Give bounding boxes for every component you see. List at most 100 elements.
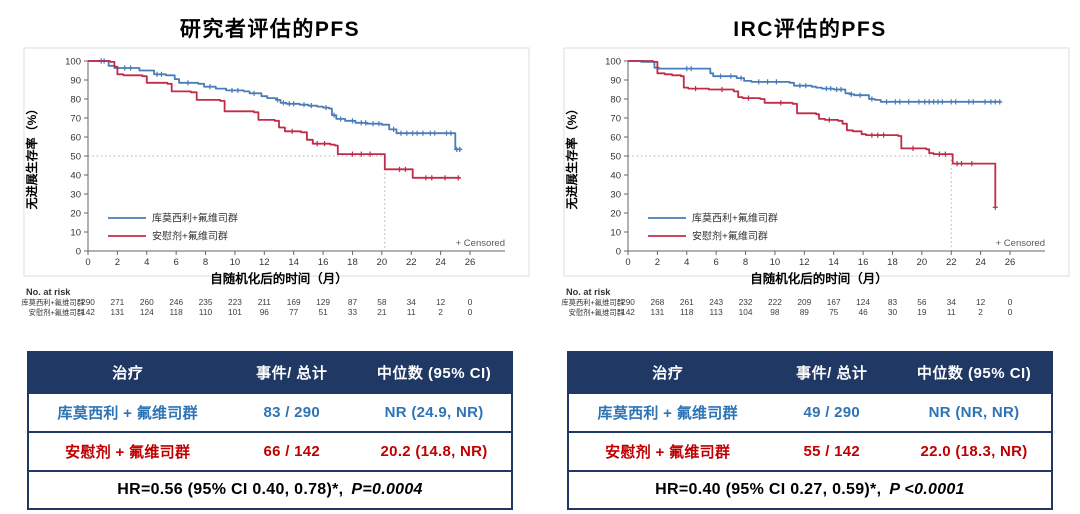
hazard-ratio-cell: HR=0.40 (95% CI 0.27, 0.59)*, P <0.0001: [568, 470, 1052, 509]
svg-text:10: 10: [230, 257, 241, 268]
svg-text:0: 0: [1008, 307, 1013, 317]
svg-text:40: 40: [610, 170, 621, 181]
svg-text:2: 2: [115, 257, 120, 268]
svg-text:34: 34: [407, 297, 417, 307]
svg-text:30: 30: [70, 189, 81, 200]
svg-text:18: 18: [347, 257, 358, 268]
svg-text:60: 60: [610, 132, 621, 143]
svg-text:2: 2: [655, 257, 660, 268]
svg-text:70: 70: [610, 113, 621, 124]
hr-text: HR=0.40 (95% CI 0.27, 0.59)*,: [655, 481, 882, 498]
p-value-text: P <0.0001: [889, 481, 965, 498]
header-median-ci: 中位数 (95% CI): [897, 352, 1052, 393]
treatment-name: 安慰剂 + 氟维司群: [28, 431, 227, 471]
svg-text:11: 11: [407, 307, 416, 317]
svg-text:10: 10: [610, 227, 621, 238]
svg-text:70: 70: [70, 113, 81, 124]
svg-text:+ Censored: + Censored: [456, 238, 505, 249]
svg-text:无进展生存率（%）: 无进展生存率（%）: [24, 103, 39, 211]
table-header-row: 治疗 事件/ 总计 中位数 (95% CI): [28, 352, 512, 393]
svg-text:4: 4: [144, 257, 149, 268]
svg-text:11: 11: [947, 307, 956, 317]
svg-text:自随机化后的时间（月）: 自随机化后的时间（月）: [210, 271, 348, 286]
svg-text:75: 75: [829, 307, 839, 317]
svg-text:290: 290: [81, 297, 95, 307]
svg-text:12: 12: [976, 297, 986, 307]
events-total-value: 66 / 142: [226, 431, 358, 471]
svg-text:+ Censored: + Censored: [996, 238, 1045, 249]
svg-text:0: 0: [85, 257, 90, 268]
svg-text:113: 113: [710, 307, 724, 317]
svg-text:100: 100: [605, 56, 621, 67]
svg-text:8: 8: [743, 257, 748, 268]
svg-text:243: 243: [709, 297, 723, 307]
svg-text:271: 271: [110, 297, 124, 307]
header-treatment: 治疗: [28, 352, 227, 393]
svg-text:22: 22: [406, 257, 417, 268]
svg-text:26: 26: [1005, 257, 1016, 268]
stats-table-investigator: 治疗 事件/ 总计 中位数 (95% CI) 库莫西利 + 氟维司群 83 / …: [27, 351, 513, 510]
svg-text:129: 129: [316, 297, 330, 307]
median-ci-value: NR (NR, NR): [897, 392, 1052, 432]
svg-text:30: 30: [888, 307, 898, 317]
svg-text:库莫西利+氟维司群: 库莫西利+氟维司群: [21, 298, 84, 307]
svg-text:20: 20: [917, 257, 928, 268]
stats-table-irc: 治疗 事件/ 总计 中位数 (95% CI) 库莫西利 + 氟维司群 49 / …: [567, 351, 1053, 510]
svg-text:No. at risk: No. at risk: [26, 287, 71, 297]
svg-text:232: 232: [739, 297, 753, 307]
svg-text:83: 83: [888, 297, 898, 307]
svg-text:142: 142: [621, 307, 635, 317]
table-row-placebo-arm: 安慰剂 + 氟维司群 66 / 142 20.2 (14.8, NR): [28, 431, 512, 471]
svg-text:安慰剂+氟维司群: 安慰剂+氟维司群: [692, 230, 768, 243]
svg-text:6: 6: [174, 257, 179, 268]
median-ci-value: 22.0 (18.3, NR): [897, 431, 1052, 471]
svg-text:No. at risk: No. at risk: [566, 287, 611, 297]
svg-text:14: 14: [828, 257, 839, 268]
hazard-ratio-row: HR=0.40 (95% CI 0.27, 0.59)*, P <0.0001: [568, 470, 1052, 509]
svg-text:10: 10: [770, 257, 781, 268]
svg-text:0: 0: [616, 246, 621, 257]
table-row-experimental-arm: 库莫西利 + 氟维司群 49 / 290 NR (NR, NR): [568, 392, 1052, 432]
svg-text:89: 89: [800, 307, 810, 317]
svg-text:124: 124: [140, 307, 154, 317]
svg-text:77: 77: [289, 307, 299, 317]
svg-text:无进展生存率（%）: 无进展生存率（%）: [564, 103, 579, 211]
svg-text:18: 18: [887, 257, 898, 268]
svg-text:10: 10: [70, 227, 81, 238]
events-total-value: 55 / 142: [766, 431, 898, 471]
svg-text:安慰剂+氟维司群: 安慰剂+氟维司群: [29, 308, 85, 317]
svg-text:20: 20: [610, 208, 621, 219]
svg-text:21: 21: [377, 307, 387, 317]
svg-text:235: 235: [199, 297, 213, 307]
svg-text:223: 223: [228, 297, 242, 307]
svg-text:60: 60: [70, 132, 81, 143]
svg-text:50: 50: [70, 151, 81, 162]
panel-investigator-pfs: 研究者评估的PFS 0 10 20 30 40 50 60 70 80 90 100 0 2 4 6 8 10 1…: [0, 0, 540, 510]
svg-text:16: 16: [318, 257, 329, 268]
svg-text:24: 24: [435, 257, 446, 268]
svg-text:50: 50: [610, 151, 621, 162]
treatment-name: 安慰剂 + 氟维司群: [568, 431, 767, 471]
svg-text:2: 2: [438, 307, 443, 317]
svg-text:20: 20: [377, 257, 388, 268]
svg-text:211: 211: [258, 297, 272, 307]
svg-text:0: 0: [76, 246, 81, 257]
svg-text:12: 12: [436, 297, 446, 307]
svg-text:246: 246: [169, 297, 183, 307]
svg-text:0: 0: [1008, 297, 1013, 307]
svg-text:6: 6: [714, 257, 719, 268]
hr-text: HR=0.56 (95% CI 0.40, 0.78)*,: [117, 481, 344, 498]
svg-text:14: 14: [288, 257, 299, 268]
svg-text:40: 40: [70, 170, 81, 181]
svg-text:安慰剂+氟维司群: 安慰剂+氟维司群: [152, 230, 228, 243]
svg-text:19: 19: [917, 307, 927, 317]
svg-text:260: 260: [140, 297, 154, 307]
svg-text:90: 90: [610, 75, 621, 86]
table-row-experimental-arm: 库莫西利 + 氟维司群 83 / 290 NR (24.9, NR): [28, 392, 512, 432]
svg-text:安慰剂+氟维司群: 安慰剂+氟维司群: [569, 308, 625, 317]
treatment-name: 库莫西利 + 氟维司群: [28, 392, 227, 432]
svg-text:12: 12: [799, 257, 810, 268]
svg-text:24: 24: [975, 257, 986, 268]
